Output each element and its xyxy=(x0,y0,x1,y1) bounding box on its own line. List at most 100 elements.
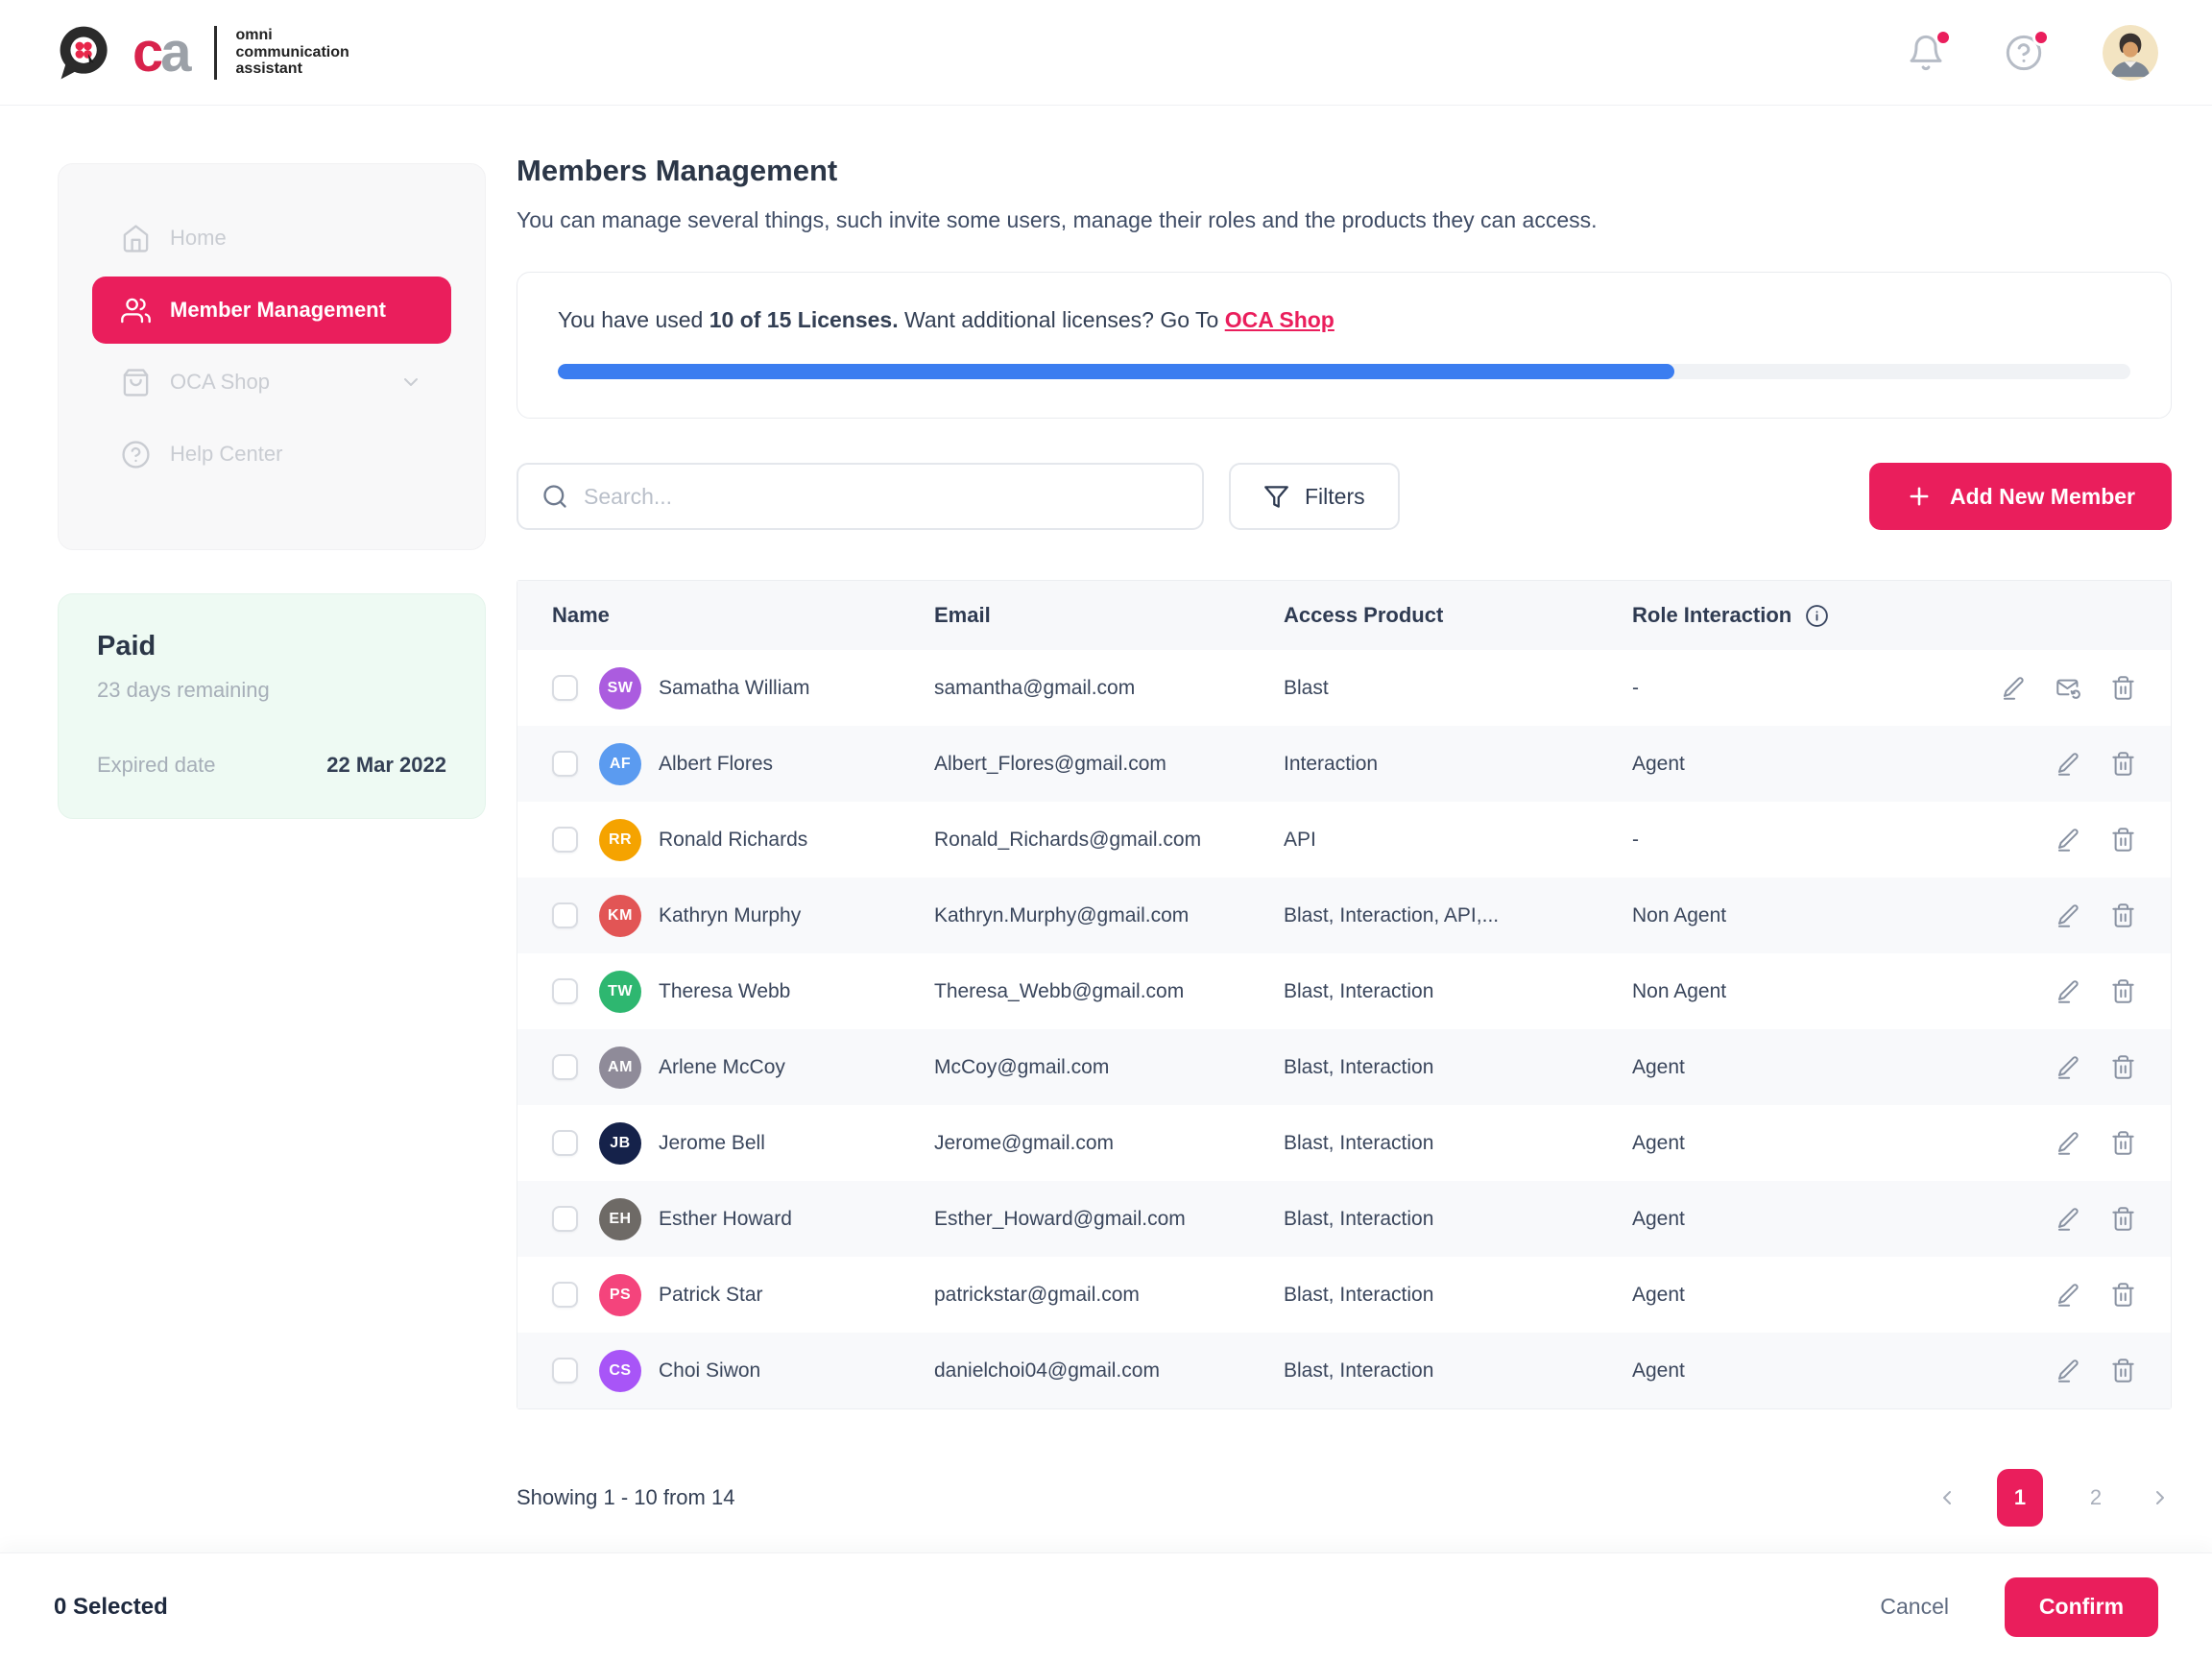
row-actions xyxy=(2056,1130,2136,1156)
row-checkbox[interactable] xyxy=(552,675,578,701)
row-checkbox[interactable] xyxy=(552,1282,578,1308)
edit-icon xyxy=(2001,675,2027,701)
delete-button[interactable] xyxy=(2110,1358,2136,1383)
member-role-interaction: Agent xyxy=(1632,1283,1685,1306)
cancel-button[interactable]: Cancel xyxy=(1874,1584,1955,1629)
avatar: TW xyxy=(599,970,641,1013)
page-subtitle: You can manage several things, such invi… xyxy=(517,207,1598,232)
member-email: Theresa_Webb@gmail.com xyxy=(934,979,1185,1002)
edit-icon xyxy=(2056,751,2081,777)
edit-button[interactable] xyxy=(2056,751,2081,777)
member-access-product: Interaction xyxy=(1284,752,1379,775)
filters-button[interactable]: Filters xyxy=(1229,463,1400,530)
user-avatar[interactable] xyxy=(2103,24,2158,81)
avatar: SW xyxy=(599,666,641,710)
delete-button[interactable] xyxy=(2110,675,2136,701)
edit-button[interactable] xyxy=(2056,827,2081,853)
row-checkbox[interactable] xyxy=(552,902,578,928)
row-actions xyxy=(2056,751,2136,777)
delete-button[interactable] xyxy=(2110,978,2136,1004)
sidebar-item-label: Help Center xyxy=(170,442,283,466)
member-name: Esther Howard xyxy=(659,1207,792,1230)
member-access-product: Blast, Interaction xyxy=(1284,1131,1434,1154)
chevron-down-icon xyxy=(399,371,422,394)
subscription-card: Paid 23 days remaining Expired date 22 M… xyxy=(58,593,486,819)
member-access-product: Blast, Interaction xyxy=(1284,1207,1434,1230)
notifications-button[interactable] xyxy=(1907,28,1952,72)
oca-logo-icon xyxy=(54,21,117,84)
member-email: danielchoi04@gmail.com xyxy=(934,1359,1160,1382)
avatar: EH xyxy=(599,1197,641,1240)
member-role-interaction: Non Agent xyxy=(1632,979,1727,1002)
sidebar-item-member-management[interactable]: Member Management xyxy=(92,277,451,344)
edit-button[interactable] xyxy=(2056,1358,2081,1383)
member-email: Jerome@gmail.com xyxy=(934,1131,1115,1154)
sidebar-item-label: Member Management xyxy=(170,298,386,322)
row-checkbox[interactable] xyxy=(552,978,578,1004)
pagination-page-1[interactable]: 1 xyxy=(1997,1469,2043,1527)
trash-icon xyxy=(2110,1130,2136,1156)
oca-shop-link[interactable]: OCA Shop xyxy=(1224,307,1334,332)
pagination-next-button[interactable] xyxy=(2149,1486,2172,1509)
info-icon[interactable] xyxy=(1805,604,1829,628)
edit-button[interactable] xyxy=(2056,902,2081,928)
edit-button[interactable] xyxy=(2056,1054,2081,1080)
toolbar: Filters Add New Member xyxy=(517,463,2172,530)
trash-icon xyxy=(2110,1282,2136,1308)
search-input[interactable] xyxy=(584,483,1179,510)
row-checkbox[interactable] xyxy=(552,1206,578,1232)
member-name: Theresa Webb xyxy=(659,979,791,1002)
confirm-button[interactable]: Confirm xyxy=(2005,1576,2158,1637)
row-actions xyxy=(2056,978,2136,1004)
table-row: CS Choi Siwon danielchoi04@gmail.com Blast,… xyxy=(517,1333,2171,1408)
add-new-member-button[interactable]: Add New Member xyxy=(1869,463,2172,530)
row-checkbox[interactable] xyxy=(552,1358,578,1383)
filter-icon xyxy=(1263,484,1289,510)
edit-button[interactable] xyxy=(2056,1206,2081,1232)
delete-button[interactable] xyxy=(2110,1130,2136,1156)
help-icon xyxy=(2005,34,2043,72)
pagination-page-2[interactable]: 2 xyxy=(2081,1485,2110,1510)
table-header: Name Email Access Product Role Interacti… xyxy=(517,581,2171,650)
row-checkbox[interactable] xyxy=(552,827,578,853)
column-header-name: Name xyxy=(552,603,610,627)
pagination-prev-button[interactable] xyxy=(1936,1486,1959,1509)
member-role-interaction: Agent xyxy=(1632,1207,1685,1230)
edit-button[interactable] xyxy=(2056,1282,2081,1308)
member-role-interaction: - xyxy=(1632,828,1639,851)
logo-divider xyxy=(213,25,217,80)
plus-icon xyxy=(1906,483,1933,510)
filters-label: Filters xyxy=(1305,483,1365,509)
edit-button[interactable] xyxy=(2056,1130,2081,1156)
table-row: AF Albert Flores Albert_Flores@gmail.com In… xyxy=(517,726,2171,802)
row-actions xyxy=(2001,675,2136,701)
resend-email-button[interactable] xyxy=(2056,675,2081,701)
delete-button[interactable] xyxy=(2110,1054,2136,1080)
member-name: Albert Flores xyxy=(659,752,774,775)
edit-icon xyxy=(2056,1054,2081,1080)
delete-button[interactable] xyxy=(2110,902,2136,928)
table-row: AM Arlene McCoy McCoy@gmail.com Blast, Inte… xyxy=(517,1029,2171,1105)
table-row: PS Patrick Star patrickstar@gmail.com Blast… xyxy=(517,1257,2171,1333)
delete-button[interactable] xyxy=(2110,1206,2136,1232)
help-button[interactable] xyxy=(2005,28,2050,72)
license-banner: You have used 10 of 15 Licenses. Want ad… xyxy=(517,272,2172,419)
edit-button[interactable] xyxy=(2056,978,2081,1004)
delete-button[interactable] xyxy=(2110,827,2136,853)
add-new-member-label: Add New Member xyxy=(1950,483,2135,509)
sidebar-item-home[interactable]: Home xyxy=(92,204,451,272)
edit-button[interactable] xyxy=(2001,675,2027,701)
member-role-interaction: Non Agent xyxy=(1632,903,1727,926)
delete-button[interactable] xyxy=(2110,751,2136,777)
column-header-role-interaction: Role Interaction xyxy=(1632,603,1792,627)
trash-icon xyxy=(2110,1358,2136,1383)
row-checkbox[interactable] xyxy=(552,1130,578,1156)
member-name: Patrick Star xyxy=(659,1283,763,1306)
row-checkbox[interactable] xyxy=(552,1054,578,1080)
sidebar-item-help-center[interactable]: Help Center xyxy=(92,421,451,488)
sidebar-item-oca-shop[interactable]: OCA Shop xyxy=(92,349,451,416)
delete-button[interactable] xyxy=(2110,1282,2136,1308)
row-checkbox[interactable] xyxy=(552,751,578,777)
